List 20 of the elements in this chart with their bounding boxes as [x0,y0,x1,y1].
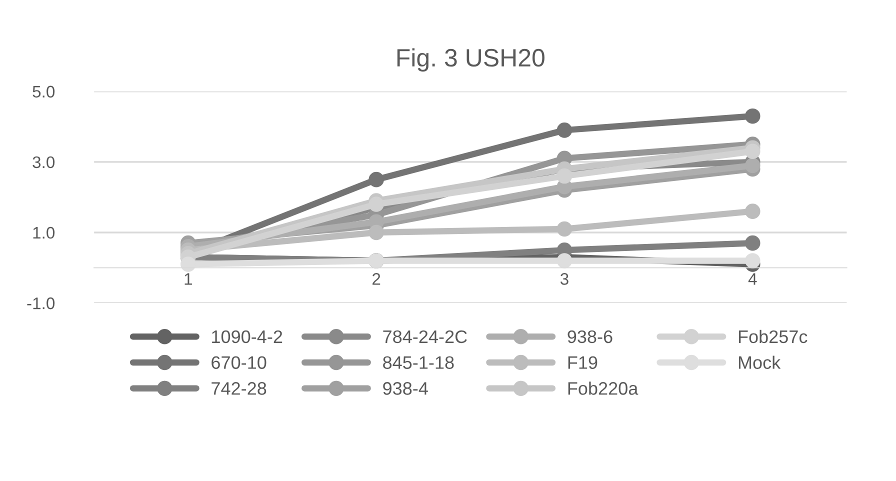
x-tick-label: 3 [560,273,568,285]
y-tick-label: 3.0 [32,156,55,168]
y-tick-label: 1.0 [33,226,55,239]
x-tick-label: 1 [184,273,192,285]
legend-label: Fob220a [568,382,638,395]
legend-label: 845-1-18 [383,356,454,369]
legend-label: 1090-4-2 [212,330,282,344]
x-tick-label: 4 [748,273,757,285]
legend-label: 742-28 [212,382,266,395]
chart-title: Fig. 3 USH20 [397,48,544,72]
legend-label: Mock [738,356,781,369]
legend-label: 938-4 [383,382,428,395]
x-tick-label: 2 [372,273,380,285]
legend-label: 938-6 [568,330,612,344]
legend-label: 670-10 [212,356,266,369]
legend-label: 784-24-2C [383,330,467,344]
y-tick-label: 5.0 [32,86,55,98]
legend-label: Fob257c [738,330,808,344]
legend-label: F19 [568,356,598,369]
y-tick-label: -1.0 [27,297,55,310]
